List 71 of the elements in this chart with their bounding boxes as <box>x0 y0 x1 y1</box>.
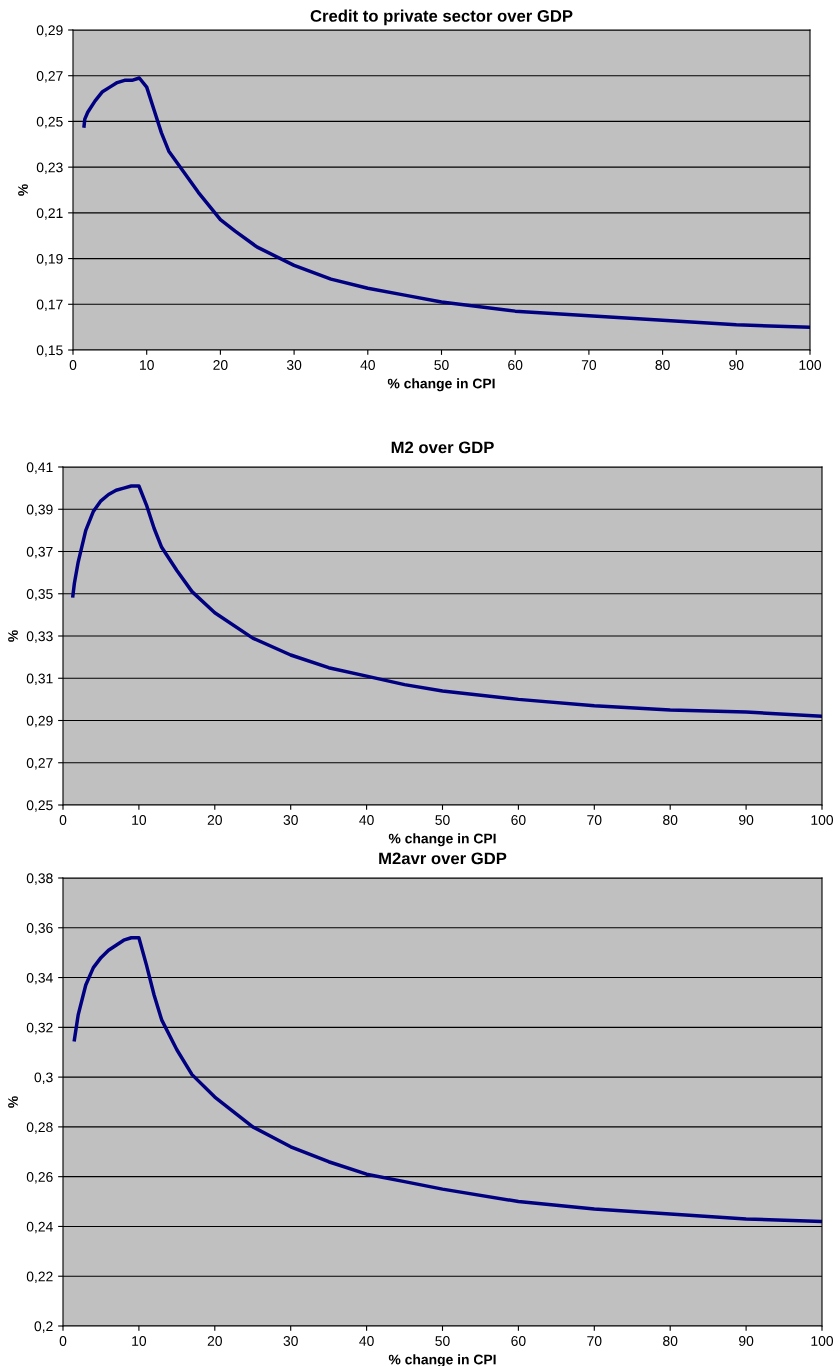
y-axis-title: % <box>18 184 28 196</box>
x-axis-title: % change in CPI <box>387 378 495 392</box>
x-tick-label: 80 <box>655 360 670 370</box>
x-tick-label: 70 <box>587 815 602 825</box>
x-tick-label: 100 <box>811 1336 834 1346</box>
x-tick-label: 60 <box>508 360 523 370</box>
x-tick-label: 20 <box>207 1336 222 1346</box>
y-tick-label: 0,25 <box>36 116 63 129</box>
x-tick-label: 10 <box>132 1336 147 1346</box>
y-tick-label: 0,27 <box>26 758 53 770</box>
y-tick-label: 0,17 <box>36 299 63 312</box>
x-tick-label: 80 <box>663 1336 678 1346</box>
x-tick-label: 90 <box>729 360 744 370</box>
x-tick-label: 40 <box>359 815 374 825</box>
chart-title: M2 over GDP <box>391 441 494 454</box>
chart-title: Credit to private sector over GDP <box>310 9 573 26</box>
y-tick-label: 0,29 <box>36 25 63 37</box>
x-tick-label: 10 <box>132 815 147 825</box>
x-tick-label: 0 <box>59 1336 67 1346</box>
y-tick-label: 0,32 <box>26 1022 53 1035</box>
x-tick-label: 70 <box>587 1336 602 1346</box>
x-tick-label: 30 <box>283 1336 298 1346</box>
x-tick-label: 70 <box>581 360 597 370</box>
x-tick-label: 40 <box>359 1336 374 1346</box>
line-series <box>82 76 810 329</box>
y-tick-label: 0,24 <box>26 1221 53 1234</box>
y-axis-title: % <box>8 1096 18 1108</box>
x-axis-title: % change in CPI <box>388 833 496 847</box>
y-tick-label: 0,15 <box>36 345 63 357</box>
x-tick-label: 60 <box>511 1336 526 1346</box>
y-tick-label: 0,22 <box>26 1271 53 1284</box>
y-tick-label: 0,33 <box>26 631 53 643</box>
x-tick-label: 50 <box>434 360 449 370</box>
x-tick-label: 30 <box>283 815 298 825</box>
chart-title: M2avr over GDP <box>379 852 507 865</box>
y-tick-label: 0,34 <box>26 972 53 985</box>
y-tick-label: 0,35 <box>26 589 53 601</box>
x-tick-label: 0 <box>69 360 77 370</box>
y-tick-label: 0,39 <box>26 504 53 517</box>
x-tick-label: 30 <box>286 360 302 370</box>
x-tick-label: 90 <box>739 815 754 825</box>
y-tick-label: 0,38 <box>26 873 53 885</box>
x-tick-label: 100 <box>811 815 834 825</box>
x-tick-label: 80 <box>663 815 678 825</box>
y-tick-label: 0,3 <box>34 1072 53 1084</box>
x-tick-label: 60 <box>511 815 526 825</box>
x-tick-label: 100 <box>799 360 822 370</box>
y-tick-label: 0,26 <box>26 1172 53 1184</box>
y-tick-label: 0,37 <box>26 546 53 559</box>
y-tick-label: 0,36 <box>26 923 53 935</box>
y-tick-label: 0,19 <box>36 253 63 266</box>
y-tick-label: 0,21 <box>36 208 63 220</box>
y-tick-label: 0,27 <box>36 71 63 83</box>
x-tick-label: 20 <box>207 815 222 825</box>
x-tick-label: 0 <box>59 815 67 825</box>
x-tick-label: 20 <box>213 360 228 370</box>
y-tick-label: 0,28 <box>26 1122 53 1134</box>
x-tick-label: 10 <box>140 360 154 370</box>
y-tick-label: 0,25 <box>26 800 53 812</box>
y-tick-label: 0,41 <box>26 462 53 474</box>
y-tick-label: 0,29 <box>26 715 53 728</box>
y-tick-label: 0,31 <box>26 673 53 686</box>
y-axis-title: % <box>8 630 18 642</box>
x-tick-label: 50 <box>435 815 450 825</box>
y-tick-label: 0,2 <box>34 1321 53 1333</box>
x-tick-label: 50 <box>435 1336 450 1346</box>
line-series <box>72 935 822 1224</box>
y-tick-label: 0,23 <box>36 162 63 174</box>
x-tick-label: 90 <box>739 1336 754 1346</box>
line-series <box>71 484 822 719</box>
x-tick-label: 40 <box>360 360 375 370</box>
